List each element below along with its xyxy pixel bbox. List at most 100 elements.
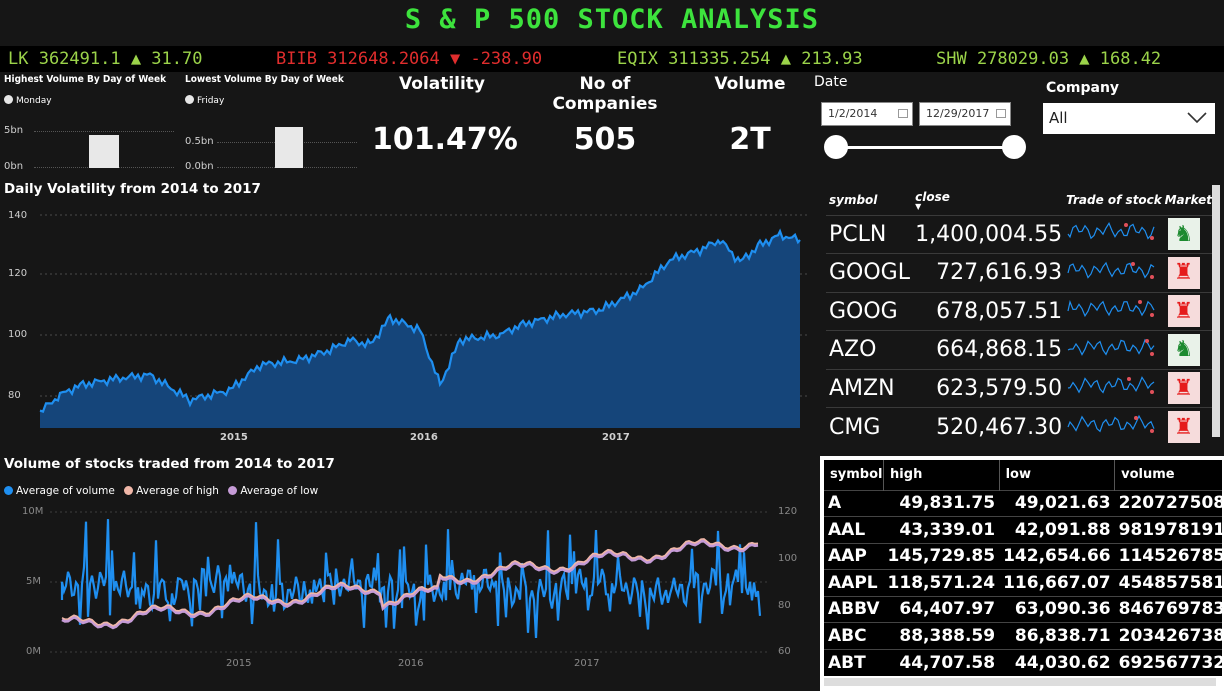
table-row[interactable]: PCLN 1,400,004.55 ♞	[826, 214, 1212, 254]
column-header-close[interactable]: close ▼	[915, 185, 1066, 215]
volume-plot	[50, 511, 770, 653]
y-left-tick: 10M	[22, 506, 44, 517]
table-row[interactable]: AZO 664,868.15 ♞	[826, 330, 1212, 369]
legend-dot-icon	[228, 486, 238, 495]
bear-icon: ♜	[1164, 253, 1212, 292]
y-right-tick: 100	[778, 553, 798, 564]
company-dropdown[interactable]: All	[1043, 103, 1215, 134]
y-right-tick: 120	[778, 506, 798, 517]
volume-bar[interactable]	[275, 127, 303, 168]
ticker-item: SHW 278029.03 ▲ 168.42	[936, 49, 1162, 69]
cell-symbol: AAL	[824, 516, 884, 543]
column-header-low[interactable]: low	[999, 460, 1116, 490]
y-left-tick: 0M	[26, 646, 41, 657]
column-header-symbol[interactable]: symbol	[829, 192, 878, 207]
lowest-volume-chart[interactable]: Lowest Volume By Day of Week Friday 0.5b…	[185, 74, 360, 179]
bull-icon: ♞	[1164, 330, 1212, 369]
cell-symbol: ABC	[824, 622, 884, 649]
x-tick: 2017	[574, 658, 600, 669]
horizontal-scrollbar[interactable]	[824, 678, 1216, 686]
calendar-icon	[898, 109, 908, 118]
cell-high: 49,831.75	[883, 489, 1000, 517]
kpi-volatility-label: Volatility	[398, 74, 486, 94]
ticker-item: EQIX 311335.254 ▲ 213.93	[617, 49, 863, 69]
cell-volume: 9819781913	[1114, 516, 1222, 543]
chart-legend: Friday	[185, 95, 360, 106]
column-header-high[interactable]: high	[883, 460, 1000, 490]
column-header-symbol[interactable]: symbol	[824, 460, 885, 490]
sparkline	[1066, 330, 1165, 369]
cell-close: 678,057.51	[915, 291, 1067, 331]
cell-high: 88,388.59	[883, 622, 1000, 649]
date-slider-start-handle[interactable]	[824, 135, 848, 159]
legend-dot-icon	[4, 95, 13, 104]
cell-volume: 8467697834	[1114, 595, 1222, 623]
cell-volume: 6925677329	[1114, 648, 1222, 676]
kpi-volume-label: Volume	[714, 74, 786, 94]
bear-icon: ♜	[1164, 407, 1212, 446]
cell-low: 44,030.62	[999, 648, 1115, 676]
cell-low: 142,654.66	[999, 542, 1115, 570]
stock-ticker: LK 362491.1 ▲ 31.70 BIIB 312648.2064 ▼ -…	[0, 46, 1224, 72]
bear-icon: ♜	[1164, 368, 1212, 408]
sparkline	[1066, 291, 1165, 331]
bull-icon: ♞	[1164, 214, 1212, 254]
cell-symbol: A	[824, 489, 884, 517]
legend-dot-icon	[185, 95, 194, 104]
kpi-companies-value: 505	[573, 122, 637, 157]
sort-desc-icon: ▼	[915, 201, 922, 211]
legend-dot-icon	[4, 486, 13, 495]
end-date-input[interactable]: 12/29/2017	[919, 102, 1011, 126]
volatility-area-chart[interactable]: 140 120 100 80 2015 2016 2017	[0, 200, 815, 450]
cell-low: 63,090.36	[999, 595, 1115, 623]
stock-detail-table[interactable]: symbol high low volume A 49,831.75 49,021.…	[824, 460, 1222, 676]
volatility-plot	[39, 214, 810, 428]
x-tick: 2016	[398, 658, 424, 669]
y-tick: 0bn	[4, 161, 24, 172]
highest-volume-chart[interactable]: Highest Volume By Day of Week Monday 5bn…	[4, 74, 179, 179]
kpi-volume-value: 2T	[729, 122, 771, 157]
x-tick: 2015	[220, 432, 248, 443]
y-tick: 0.5bn	[185, 136, 214, 147]
column-header-market[interactable]: Market	[1164, 192, 1212, 207]
company-filter-label: Company	[1046, 80, 1120, 96]
cell-low: 49,021.63	[999, 489, 1115, 517]
start-date-input[interactable]: 1/2/2014	[821, 102, 913, 126]
cell-symbol: AMZN	[826, 368, 916, 408]
chart-title: Highest Volume By Day of Week	[4, 74, 167, 85]
cell-symbol: PCLN	[826, 214, 916, 254]
table-row[interactable]: CMG 520,467.30 ♜	[826, 407, 1212, 446]
volume-combo-chart[interactable]: 10M 5M 0M 120 100 80 60 2015 2016 2017	[0, 500, 815, 690]
date-slider-track[interactable]	[836, 146, 1014, 149]
table-scrollbar[interactable]	[1212, 185, 1220, 437]
x-tick: 2017	[602, 432, 630, 443]
volume-bar[interactable]	[89, 135, 119, 168]
y-tick: 0.0bn	[185, 161, 214, 172]
table-row[interactable]: AMZN 623,579.50 ♜	[826, 368, 1212, 408]
cell-symbol: ABT	[824, 648, 884, 676]
cell-symbol: AZO	[826, 330, 916, 369]
cell-low: 116,667.07	[999, 569, 1115, 596]
date-slider-end-handle[interactable]	[1002, 135, 1026, 159]
table-row[interactable]: GOOGL 727,616.93 ♜	[826, 253, 1212, 292]
volume-chart-title: Volume of stocks traded from 2014 to 201…	[4, 456, 335, 472]
close-price-table[interactable]: symbol close ▼ Trade of stock Market PCLN…	[826, 185, 1224, 446]
y-tick: 100	[8, 329, 28, 340]
cell-symbol: AAP	[824, 542, 884, 570]
cell-symbol: ABBV	[824, 595, 884, 623]
cell-low: 42,091.88	[999, 516, 1115, 543]
table-row[interactable]: GOOG 678,057.51 ♜	[826, 291, 1212, 331]
legend-dot-icon	[124, 486, 134, 495]
column-header-volume[interactable]: volume	[1114, 460, 1222, 490]
column-header-trade[interactable]: Trade of stock	[1066, 192, 1162, 207]
sparkline	[1066, 407, 1165, 446]
sparkline	[1066, 253, 1165, 292]
volatility-chart-title: Daily Volatility from 2014 to 2017	[4, 181, 261, 197]
